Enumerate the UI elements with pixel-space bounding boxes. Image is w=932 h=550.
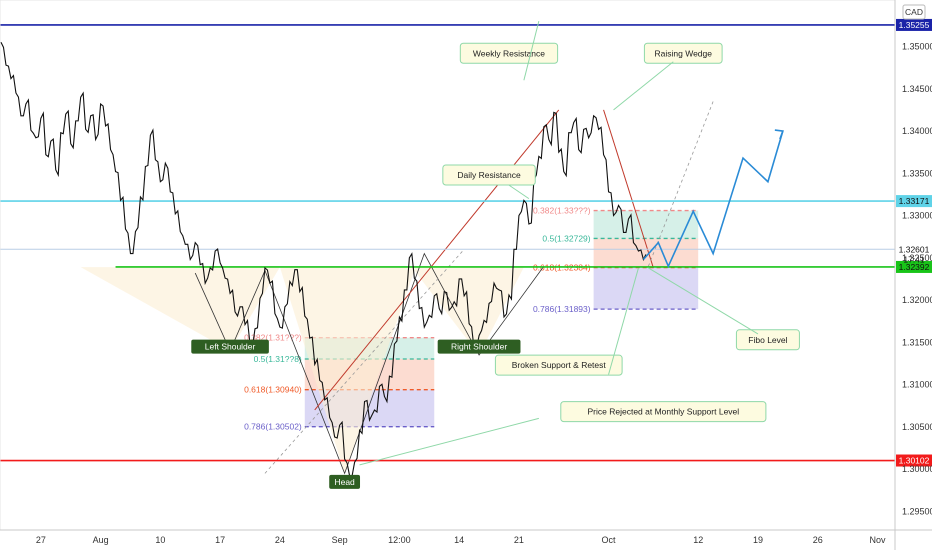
x-tick-label: 27 — [36, 535, 46, 545]
price-tag-label: 1.30102 — [899, 456, 930, 466]
price-tag — [896, 454, 932, 467]
x-tick-label: Oct — [602, 535, 617, 545]
pattern-tag-label: Left Shoulder — [205, 342, 256, 352]
y-tick-label: 1.33500 — [902, 168, 932, 178]
projection-path — [642, 130, 784, 269]
x-tick-label: 26 — [813, 535, 823, 545]
x-tick-label: 17 — [215, 535, 225, 545]
callout-box — [560, 401, 767, 423]
callout-pointer — [613, 61, 674, 111]
fib-level-label: 0.382(1.33???) — [533, 206, 591, 216]
y-tick-label: 1.32000 — [902, 295, 932, 305]
fib-level-label: 0.382(1.31???) — [244, 333, 302, 343]
fib-level-label: 0.5(1.31??8) — [254, 354, 302, 364]
callout-label: Price Rejected at Monthly Support Level — [588, 407, 740, 417]
x-tick-label: 24 — [275, 535, 285, 545]
x-tick-label: Nov — [869, 535, 886, 545]
x-tick-label: 12 — [693, 535, 703, 545]
callout-pointer — [608, 267, 639, 375]
x-tick-label: Aug — [93, 535, 109, 545]
plot-frame — [0, 0, 896, 531]
y-tick-label: 1.33000 — [902, 211, 932, 221]
currency-label: CAD — [905, 7, 923, 17]
countdown-label: 17:41 — [903, 254, 925, 264]
fib-band — [593, 210, 699, 239]
y-tick-label: 1.34000 — [902, 126, 932, 136]
fib-level-label: 0.5(1.32729) — [542, 233, 590, 243]
horizontal-price-lines: 1.35255 1.33171 1.32601 1.32392 1.30102 17:41 — [0, 18, 932, 467]
callout-box — [442, 164, 536, 186]
price-tag — [896, 260, 932, 273]
price-tag-label: 1.32392 — [899, 262, 930, 272]
callout-label: Raising Wedge — [655, 48, 713, 58]
fib-level-label: 0.786(1.30502) — [244, 422, 302, 432]
callout-box — [494, 354, 623, 376]
x-tick-label: Sep — [332, 535, 348, 545]
x-tick-label: 14 — [454, 535, 464, 545]
price-tag-label: 1.35255 — [899, 20, 930, 30]
currency-box — [902, 4, 926, 20]
y-tick-label: 1.30000 — [902, 464, 932, 474]
dashed-support-left — [264, 249, 465, 474]
pattern-tag-label: Right Shoulder — [451, 342, 507, 352]
x-tick-label: 19 — [753, 535, 763, 545]
price-tag — [896, 195, 932, 208]
callout-pointer — [523, 21, 540, 81]
y-tick-label: 1.31500 — [902, 337, 932, 347]
callout-label: Daily Resistance — [457, 170, 521, 180]
projection-arrow-head — [774, 129, 784, 140]
callout-pointer — [508, 184, 530, 200]
price-tag-label: 1.33171 — [899, 196, 930, 206]
callout-label: Fibo Level — [748, 335, 787, 345]
x-tick-label: 21 — [514, 535, 524, 545]
fib-level-label: 0.618(1.30940) — [244, 385, 302, 395]
callout-box — [735, 329, 800, 351]
y-tick-label: 1.29500 — [902, 506, 932, 516]
y-tick-label: 1.30500 — [902, 422, 932, 432]
y-tick-label: 1.32500 — [902, 253, 932, 263]
x-tick-label: 10 — [155, 535, 165, 545]
price-line-series — [0, 42, 647, 477]
pattern-shapes — [80, 101, 714, 475]
price-series — [0, 42, 647, 477]
pattern-tag-label: Head — [334, 477, 355, 487]
pattern-tag — [437, 339, 521, 354]
annotations: Left Shoulder Head Right Shoulder Weekly Re… — [191, 21, 800, 489]
price-tag-label: 1.32601 — [899, 244, 930, 254]
y-tick-label: 1.31000 — [902, 380, 932, 390]
callout-box — [643, 42, 723, 64]
callout-pointer — [648, 267, 759, 335]
pattern-tag — [329, 474, 361, 489]
callout-label: Broken Support & Retest — [512, 360, 607, 370]
x-tick-label: 12:00 — [388, 535, 411, 545]
fib-band — [593, 267, 699, 310]
y-tick-label: 1.35000 — [902, 41, 932, 51]
price-tag — [896, 18, 932, 31]
callout-label: Weekly Resistance — [473, 48, 545, 58]
callout-pointer — [359, 417, 539, 466]
head-shoulders-area — [80, 267, 524, 474]
pattern-tag — [191, 339, 269, 354]
fib-level-label: 0.786(1.31893) — [533, 304, 591, 314]
callout-box — [459, 42, 559, 64]
trend-line-red — [314, 109, 560, 411]
wedge-line-red — [603, 109, 654, 269]
y-tick-label: 1.34500 — [902, 84, 932, 94]
